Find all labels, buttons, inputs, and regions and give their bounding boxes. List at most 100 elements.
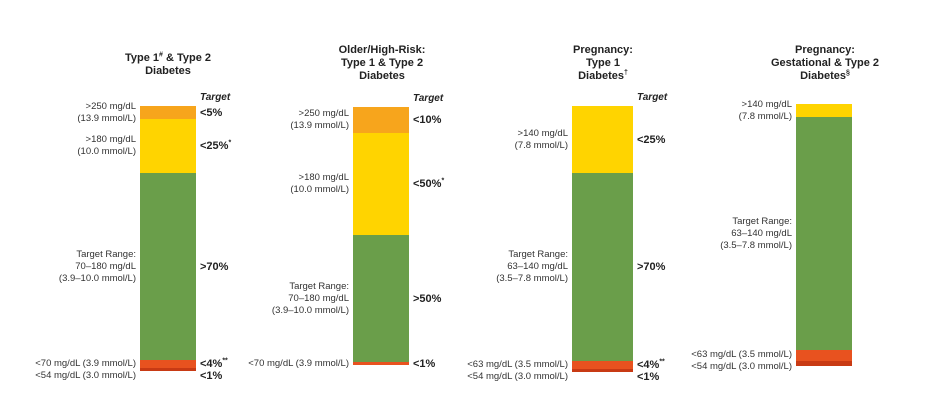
range-label: >180 mg/dL (10.0 mmol/L) (290, 172, 349, 196)
chart-title-text: Older/High-Risk: (338, 44, 426, 56)
chart-title-line-3: Diabetes§ (760, 69, 890, 83)
chart-title-line-2: Type 1 & Type 2 (340, 57, 424, 69)
chart-title-mark: # (159, 51, 163, 59)
range-label-line: <54 mg/dL (3.0 mmol/L) (35, 370, 136, 382)
chart-title-text: Diabetes (359, 70, 405, 82)
chart-title-line-2: Gestational & Type 2 (771, 57, 879, 69)
target-label: <4%** (637, 358, 665, 372)
range-label-line: 63–140 mg/dL (507, 261, 568, 273)
target-label: <10% (413, 114, 441, 126)
range-label-line: Target Range: (289, 280, 349, 292)
stacked-bar (796, 104, 852, 366)
range-label-line: (3.9–10.0 mmol/L) (58, 272, 136, 284)
range-label: >250 mg/dL (13.9 mmol/L) (77, 101, 136, 125)
target-value: <10% (413, 113, 442, 126)
target-label: <25% (637, 134, 665, 146)
chart-title-text: Pregnancy: (795, 44, 855, 56)
range-label-line: <54 mg/dL (3.0 mmol/L) (467, 371, 568, 383)
target-mark: * (228, 139, 232, 147)
bar-segment (140, 360, 196, 369)
range-label: <70 mg/dL (3.9 mmol/L) (248, 358, 349, 370)
target-label: <1% (200, 370, 222, 382)
bar-segment (796, 350, 852, 361)
range-label: Target Range: 70–180 mg/dL (3.9–10.0 mmol/… (272, 281, 349, 317)
target-mark: * (441, 176, 445, 184)
target-label: >70% (637, 261, 665, 273)
stacked-bar (572, 106, 633, 372)
range-label: <63 mg/dL (3.5 mmol/L) (467, 359, 568, 371)
bar-segment (353, 107, 409, 133)
chart-title-line-1: Older/High-Risk: (322, 44, 442, 57)
range-label-line: >250 mg/dL (298, 107, 349, 119)
range-label: <70 mg/dL (3.9 mmol/L) (35, 358, 136, 370)
target-value: <1% (637, 371, 660, 384)
chart-title-mark: § (845, 69, 850, 77)
target-mark: ** (659, 358, 665, 366)
chart-title-line-3: Diabetes† (553, 69, 653, 83)
range-label-line: (13.9 mmol/L) (77, 112, 136, 124)
target-label: >70% (200, 261, 228, 273)
stacked-bar (140, 106, 196, 371)
range-label-line: Target Range: (508, 249, 568, 261)
bar-segment (572, 369, 633, 372)
bar-segment (140, 172, 196, 361)
target-value: >70% (200, 260, 229, 273)
target-label: <1% (413, 358, 435, 370)
range-label-line: (13.9 mmol/L) (290, 119, 349, 131)
range-label-line: >140 mg/dL (517, 127, 568, 139)
range-label-line: (10.0 mmol/L) (290, 183, 349, 195)
chart-title: Older/High-Risk: Type 1 & Type 2 Diabetes (322, 44, 442, 83)
range-label-line: >250 mg/dL (85, 100, 136, 112)
range-label-line: 70–180 mg/dL (75, 260, 136, 272)
range-label: <54 mg/dL (3.0 mmol/L) (467, 371, 568, 383)
bar-segment (353, 234, 409, 363)
range-label-line: 70–180 mg/dL (288, 292, 349, 304)
target-label: <5% (200, 107, 222, 119)
chart-title-line-1: Type 1# & Type 2 (118, 51, 218, 65)
target-header: Target (200, 92, 231, 103)
bar-segment (572, 106, 633, 174)
range-label: Target Range: 70–180 mg/dL (3.9–10.0 mmol/… (59, 249, 136, 285)
target-value: <50% (413, 177, 442, 190)
chart-title: Type 1# & Type 2 Diabetes (118, 51, 218, 78)
target-value: <1% (413, 357, 436, 370)
chart-title: Pregnancy: Type 1 Diabetes† (553, 44, 653, 83)
bar-segment (572, 361, 633, 370)
chart-title-line-2: Type 1 (585, 57, 621, 69)
chart-title-line-3: Diabetes (118, 65, 218, 78)
target-value: <4% (637, 359, 660, 372)
bar-segment (353, 362, 409, 365)
bar-segment (572, 173, 633, 362)
range-label: <54 mg/dL (3.0 mmol/L) (35, 370, 136, 382)
bar-segment (140, 106, 196, 120)
range-label-line: (3.5–7.8 mmol/L) (720, 239, 792, 251)
range-label-line: (7.8 mmol/L) (738, 110, 792, 122)
range-label: Target Range: 63–140 mg/dL (3.5–7.8 mmol/L… (496, 249, 568, 285)
range-label-line: <63 mg/dL (3.5 mmol/L) (467, 359, 568, 371)
bar-segment (796, 117, 852, 351)
chart-title-text: Diabetes (800, 70, 846, 82)
target-label: <1% (637, 371, 659, 383)
range-label-line: Target Range: (76, 248, 136, 260)
chart-title-text: Diabetes (578, 70, 624, 82)
target-header: Target (637, 92, 668, 103)
range-label-line: (3.5–7.8 mmol/L) (496, 273, 568, 285)
range-label: >140 mg/dL (7.8 mmol/L) (739, 99, 792, 123)
target-header: Target (413, 93, 444, 104)
range-label: <54 mg/dL (3.0 mmol/L) (691, 361, 792, 373)
bar-segment (796, 360, 852, 366)
range-label-line: (10.0 mmol/L) (77, 146, 136, 158)
bar-segment (140, 119, 196, 173)
range-label-line: <70 mg/dL (3.9 mmol/L) (248, 357, 349, 369)
target-label: >50% (413, 293, 441, 305)
target-value: <25% (200, 140, 229, 153)
chart-title-line-1: Pregnancy: (760, 44, 890, 57)
range-label-line: <70 mg/dL (3.9 mmol/L) (35, 358, 136, 370)
target-value: <25% (637, 133, 666, 146)
target-value: <5% (200, 106, 223, 119)
range-label-line: >140 mg/dL (741, 98, 792, 110)
bar-segment (353, 132, 409, 235)
target-value: <4% (200, 358, 223, 371)
range-label-line: >180 mg/dL (298, 171, 349, 183)
chart-title: Pregnancy: Gestational & Type 2 Diabetes§ (760, 44, 890, 83)
